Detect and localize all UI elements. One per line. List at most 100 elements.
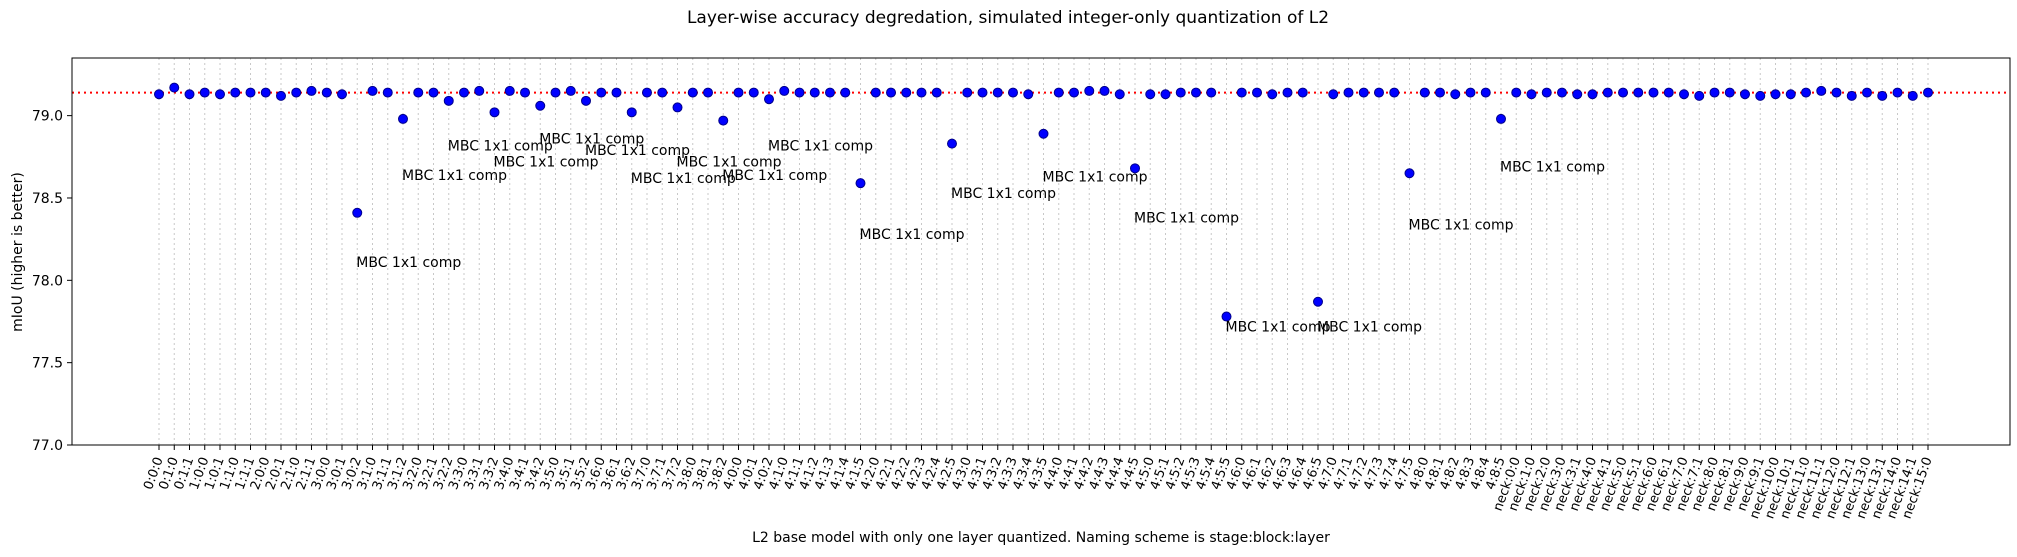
data-point [1114, 89, 1125, 100]
data-point [367, 85, 378, 96]
data-point [1816, 85, 1827, 96]
data-point [1480, 87, 1491, 98]
data-point [260, 87, 271, 98]
annotation-label: MBC 1x1 comp [1409, 217, 1514, 233]
data-point [718, 115, 729, 126]
y-tick-label: 79.0 [32, 109, 63, 125]
annotation-label: MBC 1x1 comp [677, 155, 782, 171]
data-point [1785, 89, 1796, 100]
data-point [1069, 87, 1079, 98]
data-point [1175, 87, 1186, 98]
data-point [1831, 87, 1842, 98]
data-point [1526, 89, 1537, 100]
annotation-label: MBC 1x1 comp [1043, 170, 1148, 186]
data-point [1755, 90, 1766, 101]
data-point [855, 178, 866, 189]
data-point [474, 85, 485, 96]
data-point [1846, 90, 1857, 101]
data-point [1343, 87, 1354, 98]
y-tick-label: 77.5 [32, 356, 63, 372]
data-point [1038, 128, 1049, 139]
data-point [1679, 89, 1689, 100]
annotation-label: MBC 1x1 comp [768, 138, 873, 154]
data-points [154, 82, 1933, 322]
data-point [1328, 89, 1339, 100]
data-point [947, 138, 957, 149]
y-tick-label: 77.0 [32, 438, 63, 454]
data-point [443, 95, 454, 106]
data-point [520, 87, 530, 98]
data-point [276, 90, 286, 101]
data-point [1907, 90, 1918, 101]
data-point [1694, 90, 1705, 101]
data-point [809, 87, 820, 98]
annotation-label: MBC 1x1 comp [356, 255, 461, 271]
data-point [489, 107, 500, 118]
data-point [550, 87, 561, 98]
data-point [1053, 87, 1064, 98]
data-point [1313, 296, 1323, 307]
data-point [1892, 87, 1903, 98]
annotation-label: MBC 1x1 comp [1134, 211, 1239, 227]
data-point [886, 87, 896, 98]
data-point [596, 87, 607, 98]
data-point [1618, 87, 1628, 98]
data-point [245, 87, 256, 98]
annotation-label: MBC 1x1 comp [1226, 319, 1331, 335]
data-point [1297, 87, 1308, 98]
data-point [291, 87, 302, 98]
chart-title: Layer-wise accuracy degredation, simulat… [687, 8, 1329, 28]
data-point [901, 87, 912, 98]
data-point [459, 87, 469, 98]
data-point [962, 87, 973, 98]
annotation-label: MBC 1x1 comp [494, 155, 599, 171]
data-point [764, 94, 774, 105]
data-point [1572, 89, 1583, 100]
data-point [1282, 87, 1293, 98]
y-tick-label: 78.5 [32, 191, 63, 207]
data-point [687, 87, 698, 98]
annotation-label: MBC 1x1 comp [860, 227, 965, 243]
data-point [1801, 87, 1811, 98]
data-point [1496, 113, 1506, 124]
data-point [1862, 87, 1872, 98]
data-point [199, 87, 210, 98]
data-point [1160, 89, 1171, 100]
data-point [1923, 87, 1933, 98]
data-point [428, 87, 439, 98]
data-point [1511, 87, 1522, 98]
grid-lines [158, 58, 1929, 445]
data-point [1267, 89, 1278, 100]
data-point [703, 87, 713, 98]
data-point [504, 85, 515, 96]
annotation-label: MBC 1x1 comp [448, 138, 553, 154]
data-point [733, 87, 744, 98]
data-point [1008, 87, 1018, 98]
data-point [977, 87, 988, 98]
data-point [1450, 89, 1461, 100]
data-point [169, 82, 180, 93]
annotation-label: MBC 1x1 comp [539, 132, 644, 148]
data-point [1084, 85, 1095, 96]
data-point [748, 87, 759, 98]
data-point [306, 85, 317, 96]
data-point [1130, 163, 1140, 174]
data-point [1236, 87, 1247, 98]
data-point [1404, 168, 1415, 179]
data-point [581, 95, 591, 106]
annotation-label: MBC 1x1 comp [631, 171, 736, 187]
data-point [1709, 87, 1720, 98]
data-point [1435, 87, 1445, 98]
data-point [992, 87, 1003, 98]
data-point [779, 85, 790, 96]
data-point [1221, 311, 1232, 322]
data-point [611, 87, 622, 98]
data-point [657, 87, 668, 98]
data-point [230, 87, 241, 98]
y-axis-label: mIoU (higher is better) [10, 172, 26, 332]
data-point [565, 85, 576, 96]
data-point [352, 207, 363, 218]
data-point [1724, 87, 1735, 98]
data-point [1663, 87, 1674, 98]
